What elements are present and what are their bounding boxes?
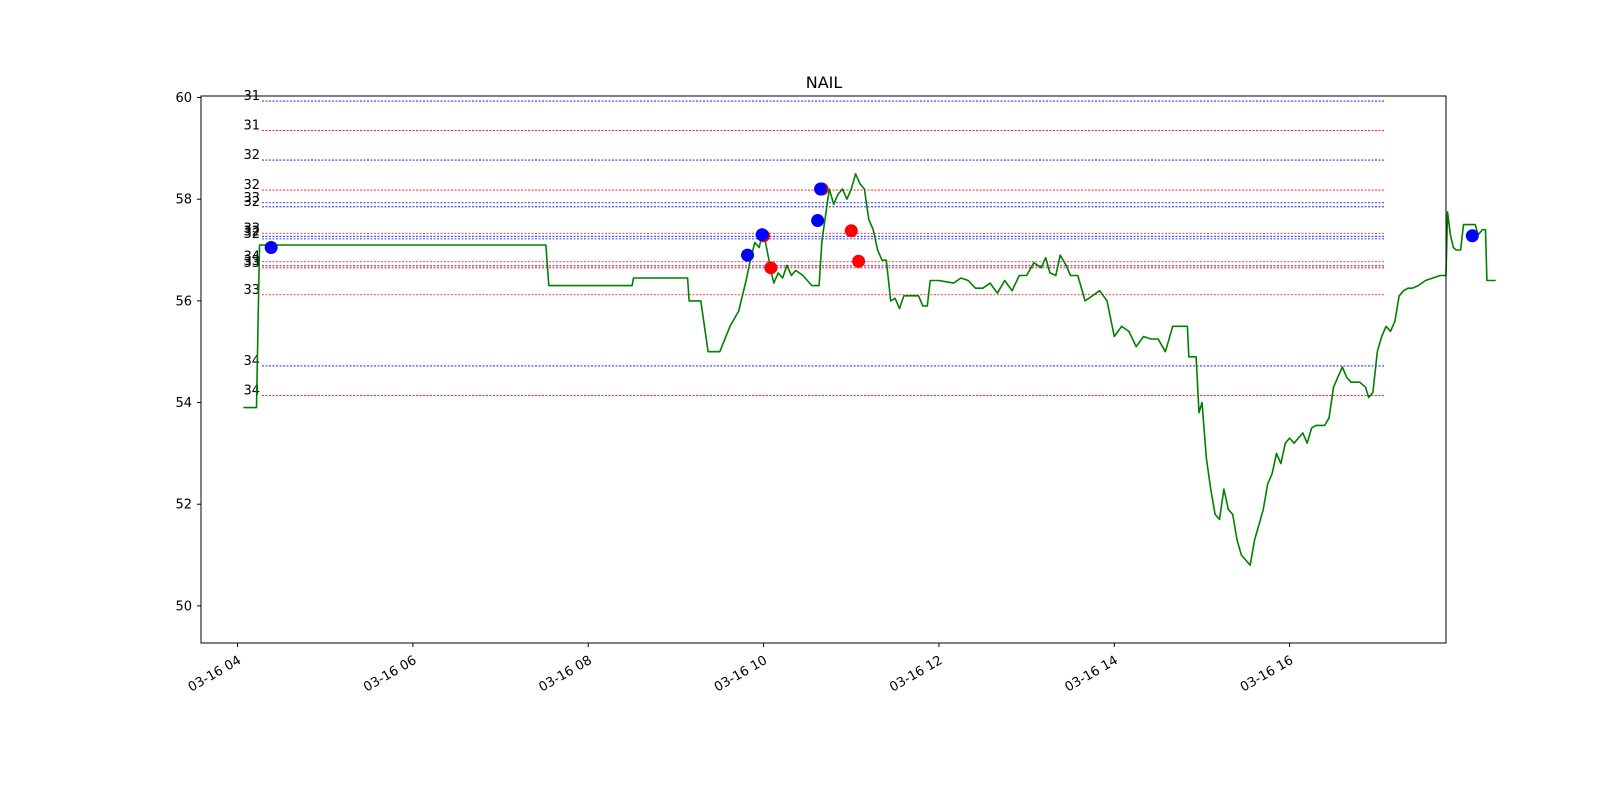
- level-label-11: 33: [243, 256, 260, 271]
- buy-marker-3: [811, 214, 825, 228]
- level-label-2: 32: [243, 148, 260, 163]
- level-label-10: 33: [243, 254, 260, 269]
- y-tick-label-3: 56: [175, 294, 192, 309]
- y-tick-label-5: 60: [175, 91, 192, 106]
- level-label-9: 34: [243, 250, 260, 265]
- level-label-8: 32: [243, 227, 260, 242]
- x-axis: 03-16 04 03-16 06 03-16 08 03-16 10 03-16 12…: [186, 643, 1296, 695]
- x-tick-label-3: 03-16 10: [712, 653, 770, 695]
- buy-marker-5: [1465, 229, 1479, 243]
- buy-marker-4: [814, 182, 828, 196]
- x-tick-label-0: 03-16 04: [186, 653, 244, 695]
- y-axis: 50 52 54 56 58 60: [175, 91, 201, 614]
- level-label-1: 31: [243, 119, 260, 134]
- level-label-0: 31: [243, 89, 260, 104]
- axes-frame: [200, 95, 1447, 644]
- x-tick-label-5: 03-16 14: [1063, 653, 1121, 695]
- level-label-13: 34: [243, 354, 260, 369]
- level-label-5: 32: [243, 195, 260, 210]
- buy-marker-2: [755, 228, 769, 242]
- sell-marker-3: [844, 224, 858, 238]
- sell-marker-1: [764, 261, 778, 275]
- level-label-4: 33: [243, 191, 260, 206]
- level-label-12: 33: [243, 283, 260, 298]
- x-tick-label-6: 03-16 16: [1238, 653, 1296, 695]
- y-tick-label-0: 50: [175, 599, 192, 614]
- x-tick-label-1: 03-16 06: [361, 653, 419, 695]
- sell-marker-4: [852, 254, 866, 268]
- buy-marker-0: [264, 240, 278, 254]
- level-label-14: 34: [243, 383, 260, 398]
- x-tick-label-4: 03-16 12: [887, 653, 945, 695]
- level-label-3: 32: [243, 178, 260, 193]
- chart-title: NAIL: [806, 73, 843, 92]
- level-label-6: 33: [243, 221, 260, 236]
- y-tick-label-2: 54: [175, 396, 192, 411]
- y-tick-label-1: 52: [175, 498, 192, 513]
- buy-marker-1: [741, 248, 755, 262]
- level-label-7: 32: [243, 224, 260, 239]
- price-series-line-0: [243, 173, 1496, 566]
- y-tick-label-4: 58: [175, 193, 192, 208]
- x-tick-label-2: 03-16 08: [537, 653, 595, 695]
